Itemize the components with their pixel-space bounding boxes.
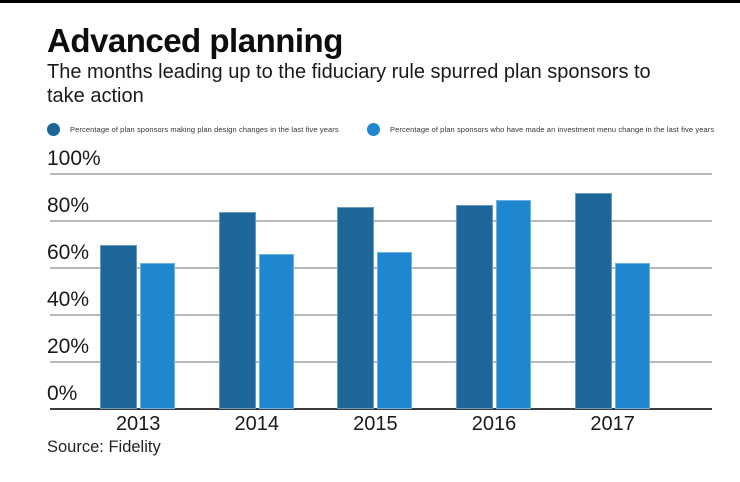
y-axis-label: 20% [47,335,90,359]
chart-subtitle: The months leading up to the fiduciary r… [47,61,651,107]
x-axis-label: 2014 [234,413,280,435]
bar-plan-design [574,193,612,409]
bar-plan-design [218,211,256,409]
chart-legend: Percentage of plan sponsors making plan … [0,120,740,138]
bar-investment-menu [377,251,413,409]
gridline [50,173,712,176]
chart-title: Advanced planning [47,22,343,59]
bar-plan-design [337,207,375,409]
bar-plan-design [100,244,138,409]
y-axis-label: 40% [47,288,90,312]
gridline [50,220,712,223]
x-axis-label: 2016 [471,413,517,435]
x-axis-label: 2017 [590,413,635,435]
legend-dot-dark-blue-icon [47,122,60,136]
y-axis-label: 100% [47,147,101,171]
legend-label-investment-menu: Percentage of plan sponsors who have mad… [390,124,715,134]
bar-investment-menu [140,263,176,409]
bar-investment-menu [496,200,531,409]
legend-dot-light-blue-icon [367,122,380,136]
legend-item-plan-design: Percentage of plan sponsors making plan … [47,120,339,138]
x-axis-label: 2013 [115,413,161,435]
y-axis-label: 60% [47,241,90,265]
bar-investment-menu [614,263,650,409]
legend-label-plan-design: Percentage of plan sponsors making plan … [70,124,339,134]
bar-plan-design [456,204,493,409]
x-axis-baseline [50,408,712,410]
y-axis-label: 0% [47,382,78,405]
source-credit: Source: Fidelity [47,438,161,456]
x-axis-label: 2015 [353,413,398,435]
y-axis-label: 80% [47,194,90,218]
top-border-line [0,0,740,3]
bar-investment-menu [258,254,294,409]
legend-item-investment-menu: Percentage of plan sponsors who have mad… [367,120,714,138]
